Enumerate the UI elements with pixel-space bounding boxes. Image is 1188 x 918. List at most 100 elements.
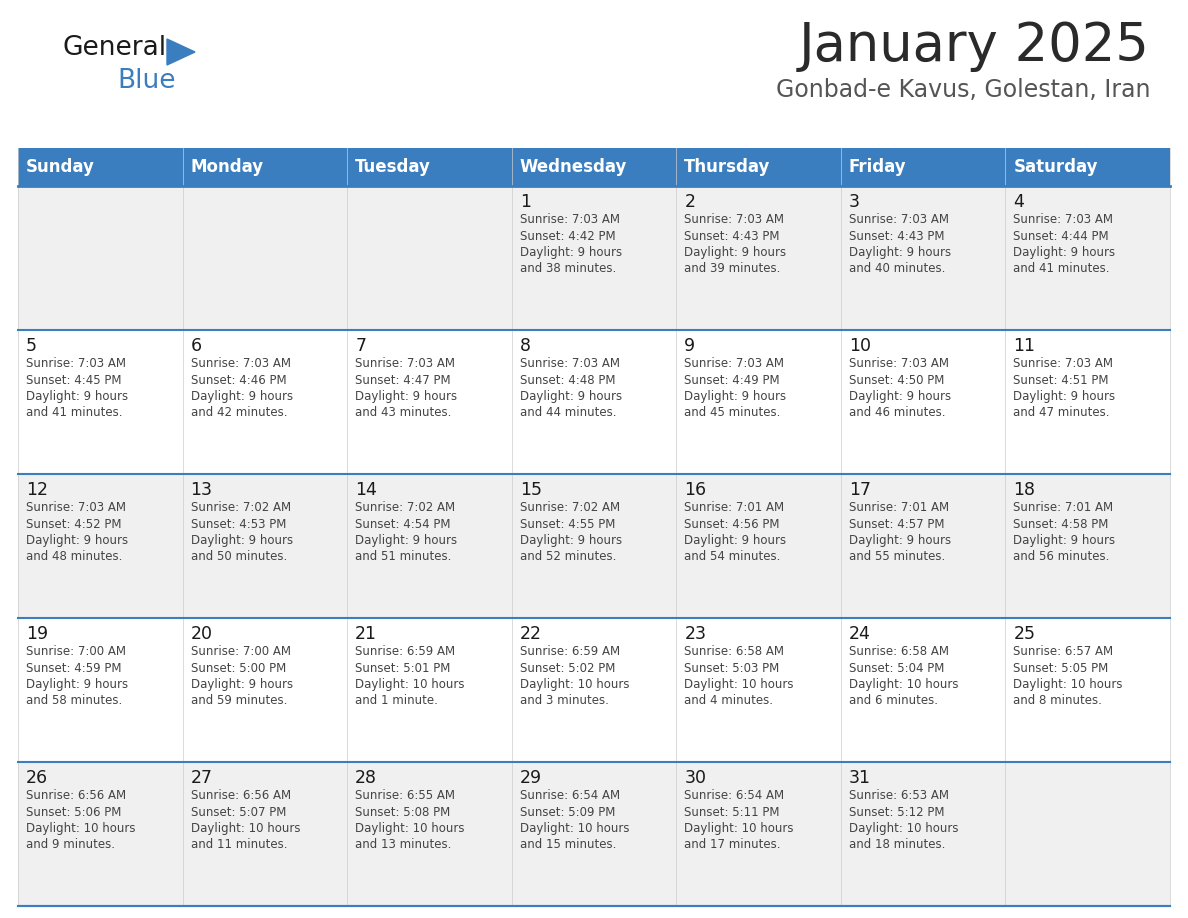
Text: Sunrise: 6:54 AM: Sunrise: 6:54 AM: [519, 789, 620, 802]
Text: Sunrise: 7:03 AM: Sunrise: 7:03 AM: [1013, 357, 1113, 370]
Text: and 45 minutes.: and 45 minutes.: [684, 407, 781, 420]
FancyBboxPatch shape: [841, 762, 1005, 906]
Text: 28: 28: [355, 769, 377, 787]
FancyBboxPatch shape: [347, 474, 512, 618]
Text: Sunrise: 7:03 AM: Sunrise: 7:03 AM: [684, 357, 784, 370]
Text: 19: 19: [26, 625, 49, 643]
FancyBboxPatch shape: [1005, 330, 1170, 474]
Text: Daylight: 9 hours: Daylight: 9 hours: [190, 390, 292, 403]
Text: Sunset: 5:00 PM: Sunset: 5:00 PM: [190, 662, 286, 675]
Text: 1: 1: [519, 193, 531, 211]
Text: and 55 minutes.: and 55 minutes.: [849, 551, 946, 564]
Text: and 39 minutes.: and 39 minutes.: [684, 263, 781, 275]
Text: Thursday: Thursday: [684, 158, 771, 176]
FancyBboxPatch shape: [841, 618, 1005, 762]
Text: 21: 21: [355, 625, 377, 643]
Text: 7: 7: [355, 337, 366, 355]
Text: Sunset: 4:59 PM: Sunset: 4:59 PM: [26, 662, 121, 675]
Text: Sunrise: 6:56 AM: Sunrise: 6:56 AM: [26, 789, 126, 802]
FancyBboxPatch shape: [183, 148, 347, 186]
Text: Sunrise: 7:03 AM: Sunrise: 7:03 AM: [26, 501, 126, 514]
Text: and 46 minutes.: and 46 minutes.: [849, 407, 946, 420]
FancyBboxPatch shape: [18, 474, 183, 618]
Text: Tuesday: Tuesday: [355, 158, 431, 176]
Text: Friday: Friday: [849, 158, 906, 176]
Text: Sunset: 4:53 PM: Sunset: 4:53 PM: [190, 518, 286, 531]
Text: Sunrise: 7:02 AM: Sunrise: 7:02 AM: [519, 501, 620, 514]
Text: 12: 12: [26, 481, 48, 499]
FancyBboxPatch shape: [183, 330, 347, 474]
FancyBboxPatch shape: [676, 330, 841, 474]
Text: and 38 minutes.: and 38 minutes.: [519, 263, 615, 275]
FancyBboxPatch shape: [183, 762, 347, 906]
Text: Daylight: 9 hours: Daylight: 9 hours: [26, 390, 128, 403]
Text: Sunrise: 6:59 AM: Sunrise: 6:59 AM: [355, 645, 455, 658]
Text: 14: 14: [355, 481, 377, 499]
Text: 2: 2: [684, 193, 695, 211]
FancyBboxPatch shape: [1005, 474, 1170, 618]
Text: and 59 minutes.: and 59 minutes.: [190, 695, 287, 708]
Text: Sunset: 4:45 PM: Sunset: 4:45 PM: [26, 374, 121, 386]
Text: Sunset: 4:56 PM: Sunset: 4:56 PM: [684, 518, 779, 531]
Text: Daylight: 9 hours: Daylight: 9 hours: [1013, 390, 1116, 403]
FancyBboxPatch shape: [676, 474, 841, 618]
FancyBboxPatch shape: [1005, 618, 1170, 762]
FancyBboxPatch shape: [841, 186, 1005, 330]
Text: Sunrise: 7:00 AM: Sunrise: 7:00 AM: [26, 645, 126, 658]
Text: 22: 22: [519, 625, 542, 643]
Text: 5: 5: [26, 337, 37, 355]
Text: Sunset: 4:52 PM: Sunset: 4:52 PM: [26, 518, 121, 531]
FancyBboxPatch shape: [347, 618, 512, 762]
Text: and 51 minutes.: and 51 minutes.: [355, 551, 451, 564]
Text: 8: 8: [519, 337, 531, 355]
Text: Sunset: 5:07 PM: Sunset: 5:07 PM: [190, 805, 286, 819]
Text: and 48 minutes.: and 48 minutes.: [26, 551, 122, 564]
Text: Daylight: 9 hours: Daylight: 9 hours: [849, 246, 950, 259]
Text: Sunset: 4:51 PM: Sunset: 4:51 PM: [1013, 374, 1108, 386]
Text: Sunrise: 6:56 AM: Sunrise: 6:56 AM: [190, 789, 291, 802]
Text: Sunrise: 7:00 AM: Sunrise: 7:00 AM: [190, 645, 291, 658]
Text: 23: 23: [684, 625, 707, 643]
FancyBboxPatch shape: [1005, 186, 1170, 330]
Text: Sunset: 5:11 PM: Sunset: 5:11 PM: [684, 805, 779, 819]
Text: and 42 minutes.: and 42 minutes.: [190, 407, 287, 420]
Text: and 3 minutes.: and 3 minutes.: [519, 695, 608, 708]
Text: Daylight: 9 hours: Daylight: 9 hours: [190, 678, 292, 691]
FancyBboxPatch shape: [841, 330, 1005, 474]
FancyBboxPatch shape: [676, 186, 841, 330]
Text: Sunset: 5:04 PM: Sunset: 5:04 PM: [849, 662, 944, 675]
Text: Sunset: 5:09 PM: Sunset: 5:09 PM: [519, 805, 615, 819]
Text: January 2025: January 2025: [800, 20, 1150, 72]
Polygon shape: [168, 39, 195, 65]
Text: 27: 27: [190, 769, 213, 787]
FancyBboxPatch shape: [1005, 762, 1170, 906]
Text: and 52 minutes.: and 52 minutes.: [519, 551, 617, 564]
Text: Sunrise: 7:01 AM: Sunrise: 7:01 AM: [1013, 501, 1113, 514]
Text: Sunrise: 7:03 AM: Sunrise: 7:03 AM: [849, 357, 949, 370]
Text: 31: 31: [849, 769, 871, 787]
Text: and 43 minutes.: and 43 minutes.: [355, 407, 451, 420]
FancyBboxPatch shape: [1005, 148, 1170, 186]
Text: and 15 minutes.: and 15 minutes.: [519, 838, 617, 852]
Text: Sunset: 4:46 PM: Sunset: 4:46 PM: [190, 374, 286, 386]
Text: Daylight: 10 hours: Daylight: 10 hours: [519, 678, 630, 691]
Text: Sunrise: 7:03 AM: Sunrise: 7:03 AM: [355, 357, 455, 370]
Text: Sunset: 4:43 PM: Sunset: 4:43 PM: [849, 230, 944, 242]
Text: Sunrise: 7:02 AM: Sunrise: 7:02 AM: [190, 501, 291, 514]
FancyBboxPatch shape: [183, 618, 347, 762]
Text: 29: 29: [519, 769, 542, 787]
Text: Sunset: 5:06 PM: Sunset: 5:06 PM: [26, 805, 121, 819]
Text: Daylight: 10 hours: Daylight: 10 hours: [849, 678, 959, 691]
Text: 16: 16: [684, 481, 707, 499]
Text: Daylight: 9 hours: Daylight: 9 hours: [26, 678, 128, 691]
Text: Sunrise: 7:03 AM: Sunrise: 7:03 AM: [684, 213, 784, 226]
Text: 11: 11: [1013, 337, 1036, 355]
Text: 24: 24: [849, 625, 871, 643]
Text: Wednesday: Wednesday: [519, 158, 627, 176]
Text: and 11 minutes.: and 11 minutes.: [190, 838, 287, 852]
Text: and 58 minutes.: and 58 minutes.: [26, 695, 122, 708]
Text: Sunrise: 6:59 AM: Sunrise: 6:59 AM: [519, 645, 620, 658]
FancyBboxPatch shape: [512, 186, 676, 330]
Text: Sunrise: 7:01 AM: Sunrise: 7:01 AM: [849, 501, 949, 514]
Text: Daylight: 10 hours: Daylight: 10 hours: [1013, 678, 1123, 691]
